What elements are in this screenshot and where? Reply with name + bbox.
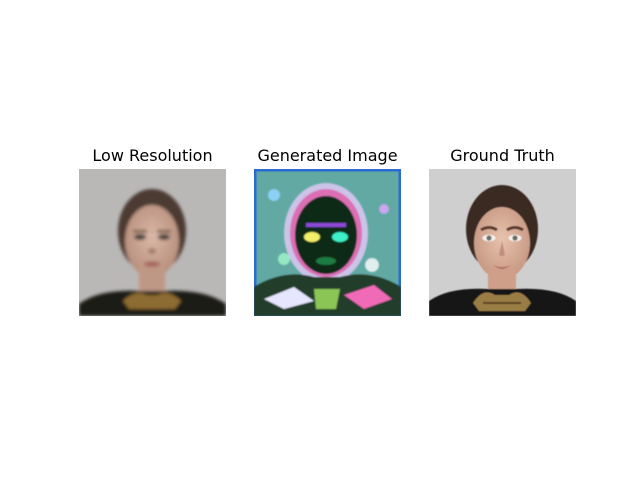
panel-title-generated-image: Generated Image xyxy=(257,146,398,165)
generated-image xyxy=(254,169,401,316)
panel-generated-image: Generated Image xyxy=(254,142,401,316)
panel-title-low-resolution: Low Resolution xyxy=(92,146,213,165)
ground-truth-image xyxy=(429,169,576,316)
panel-title-ground-truth: Ground Truth xyxy=(450,146,555,165)
panel-low-resolution: Low Resolution xyxy=(79,142,226,316)
low-resolution-image xyxy=(79,169,226,316)
panel-ground-truth: Ground Truth xyxy=(429,142,576,316)
